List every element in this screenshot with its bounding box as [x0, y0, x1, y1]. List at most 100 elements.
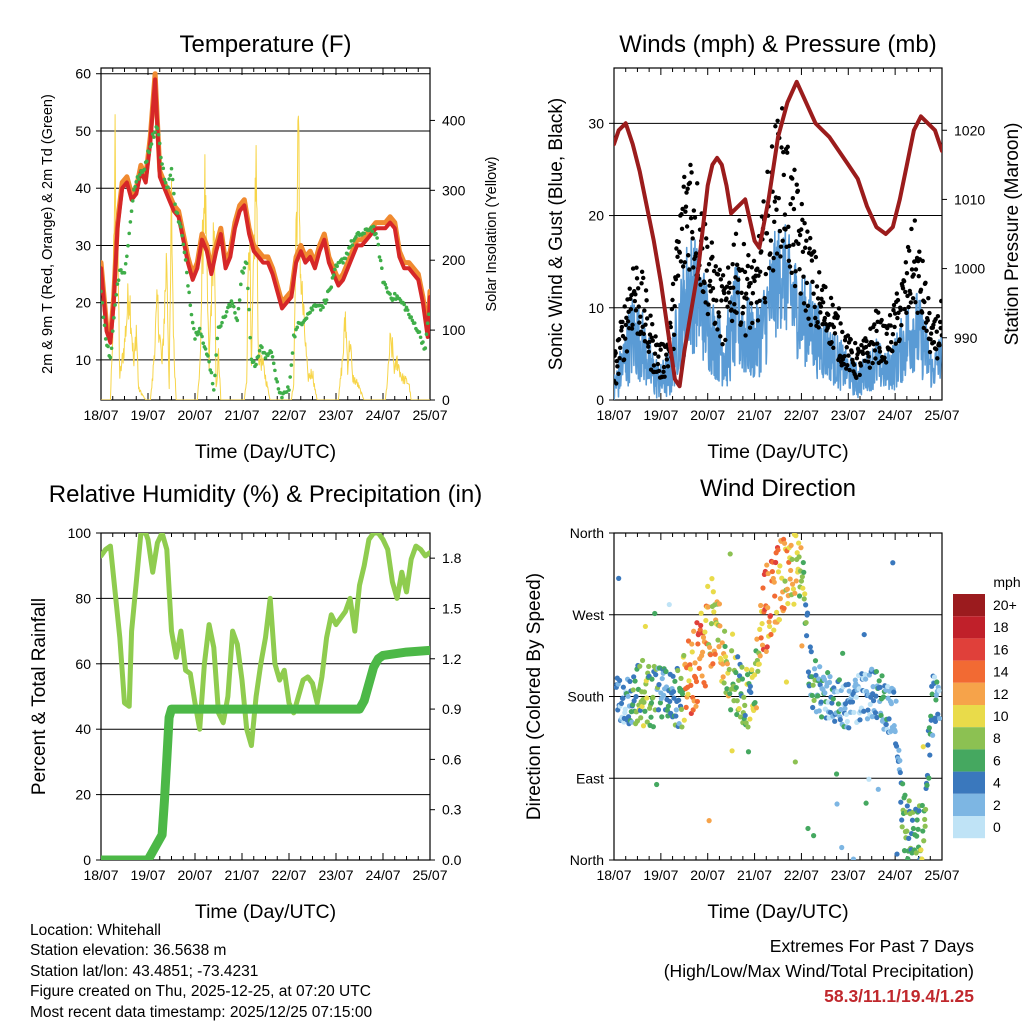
dewpoint-point: [407, 312, 411, 317]
direction-point: [817, 664, 823, 670]
gust-point: [823, 284, 828, 290]
direction-point: [892, 728, 898, 735]
y-right-tick-label: 400: [442, 112, 466, 128]
direction-point: [631, 698, 637, 704]
dewpoint-point: [388, 292, 392, 296]
dewpoint-point: [378, 258, 383, 263]
direction-point: [659, 714, 665, 720]
dewpoint-point: [288, 375, 292, 379]
direction-point: [873, 668, 880, 675]
dewpoint-point: [184, 270, 189, 275]
gust-point: [909, 267, 915, 272]
y-right-tick-label: 100: [442, 322, 466, 338]
direction-point: [830, 696, 836, 702]
dewpoint-point: [376, 242, 381, 247]
direction-point: [758, 635, 764, 641]
colorbar-label: 4: [993, 775, 1001, 791]
dewpoint-point: [186, 284, 190, 288]
dewpoint-point: [223, 314, 228, 318]
gust-point: [791, 242, 796, 247]
direction-point: [678, 706, 685, 712]
colorbar-label: 8: [993, 730, 1001, 746]
y-right-tick-label: 0: [442, 392, 450, 408]
gust-point: [651, 363, 657, 368]
x-tick-label: 21/07: [737, 867, 772, 883]
gust-point: [915, 310, 920, 316]
direction-point: [752, 699, 758, 706]
direction-point: [894, 851, 900, 857]
direction-point: [880, 694, 887, 700]
gust-point: [665, 364, 671, 369]
dewpoint-point: [249, 357, 254, 362]
gust-point: [693, 251, 699, 256]
dewpoint-point: [290, 351, 295, 355]
direction-point: [659, 675, 665, 682]
direction-point: [667, 698, 673, 705]
gust-point: [879, 317, 884, 323]
dewpoint-point: [329, 285, 334, 290]
data-layer: [101, 533, 430, 860]
gust-point: [661, 364, 667, 370]
gust-point: [775, 118, 780, 123]
direction-point: [790, 586, 797, 592]
dewpoint-point: [160, 162, 164, 166]
gust-point: [904, 270, 910, 276]
dewpoint-point: [193, 337, 197, 341]
gust-point: [655, 361, 661, 367]
gust-point: [832, 331, 838, 336]
data-layer: [101, 71, 430, 400]
gust-point: [638, 314, 643, 319]
direction-point: [853, 694, 859, 700]
direction-point: [870, 698, 877, 704]
dewpoint-point: [280, 395, 284, 400]
gust-point: [641, 275, 646, 281]
gust-point: [748, 280, 753, 286]
direction-point: [726, 666, 732, 673]
direction-point: [716, 601, 723, 607]
dewpoint-point: [132, 187, 136, 192]
direction-point: [681, 652, 687, 659]
direction-point: [862, 671, 868, 677]
direction-point: [781, 605, 787, 611]
gust-point: [905, 244, 911, 250]
gust-point: [691, 265, 696, 270]
direction-point: [689, 649, 695, 655]
direction-point: [843, 711, 850, 718]
gust-point: [713, 320, 718, 326]
direction-point: [673, 707, 679, 713]
dewpoint-point: [421, 340, 425, 344]
gust-point: [897, 337, 902, 342]
gust-point: [814, 284, 820, 289]
gust-point: [919, 310, 925, 315]
direction-point: [760, 585, 766, 591]
chart-panel-1: Winds (mph) & Pressure (mb) 18/07 19/07 20/…: [546, 31, 1023, 463]
x-axis-label: Time (Day/UTC): [707, 901, 848, 923]
series-solar-insolation: [101, 114, 430, 400]
y-tick-label: 60: [75, 66, 91, 82]
y-right-tick-label: 0.0: [442, 852, 462, 868]
colorbar-swatch: [953, 682, 985, 705]
dewpoint-point: [147, 150, 151, 155]
gust-point: [736, 277, 741, 282]
dewpoint-point: [246, 286, 250, 291]
direction-point: [757, 653, 763, 659]
gust-point: [847, 367, 852, 373]
gust-point: [828, 295, 834, 301]
dewpoint-point: [220, 320, 224, 325]
gust-point: [748, 301, 754, 306]
gust-point: [770, 268, 776, 273]
direction-point: [888, 701, 894, 707]
gust-point: [762, 295, 767, 301]
direction-point: [696, 665, 702, 671]
gust-point: [766, 265, 772, 271]
gust-point: [690, 236, 695, 241]
y-tick-label: North: [570, 525, 604, 541]
direction-point: [663, 668, 669, 675]
gust-point: [779, 106, 785, 111]
direction-point: [863, 800, 869, 806]
x-tick-label: 19/07: [643, 867, 678, 883]
dewpoint-point: [248, 335, 253, 340]
gust-point: [614, 358, 620, 364]
y-tick-label: 50: [75, 123, 91, 139]
direction-point: [915, 826, 921, 832]
